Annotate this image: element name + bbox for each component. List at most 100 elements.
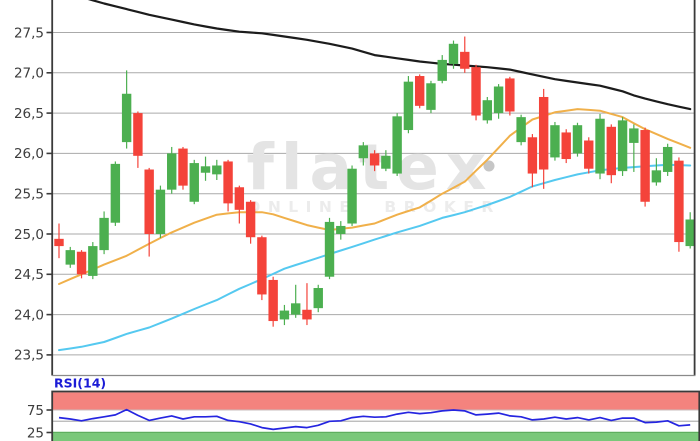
watermark-tagline: ONLINE BROKER [247, 198, 501, 216]
candle-down [674, 157, 684, 252]
candle-down [302, 283, 312, 326]
candle-body [302, 309, 312, 320]
chart-borders [51, 0, 696, 377]
candle-body [358, 145, 369, 159]
candle-body [336, 225, 346, 234]
candle-down [505, 76, 515, 116]
candle-body [392, 116, 402, 174]
candle-body [234, 187, 245, 210]
candle-body [448, 43, 459, 64]
candle-body [223, 161, 233, 204]
candle-down [561, 129, 571, 164]
candle-body [347, 168, 357, 224]
candle-up [550, 121, 560, 161]
candle-body [88, 246, 98, 276]
candle-body [662, 146, 673, 172]
y-axis-label: 24,0 [14, 307, 44, 323]
candle-body [572, 125, 583, 154]
candle-up [685, 212, 695, 249]
candle-up [358, 142, 369, 166]
candle-down [257, 235, 267, 301]
candle-body [527, 137, 538, 174]
candle-up [155, 185, 166, 239]
candle-up [88, 242, 98, 280]
price-axis-labels: 27,5 27,0 26,5 26,0 25,5 25,0 24,5 24,0 23,5 [14, 25, 53, 364]
candle-up [493, 84, 504, 119]
candles [54, 36, 695, 327]
candle-body [133, 113, 143, 156]
candle-up [662, 143, 673, 176]
candle-body [516, 117, 526, 143]
candle-body [629, 128, 639, 143]
candle-body [561, 132, 571, 160]
candle-up [617, 117, 628, 176]
candle-body [381, 155, 391, 169]
candle-body [110, 163, 121, 223]
candle-body [279, 310, 290, 320]
candle-down [178, 146, 188, 190]
candle-down [527, 134, 538, 188]
candle-up [65, 246, 75, 268]
candle-body [324, 221, 335, 277]
candle-down [144, 167, 154, 257]
y-axis-label: 23,5 [14, 348, 44, 364]
candle-body [538, 96, 549, 170]
candle-up [629, 124, 639, 172]
y-axis-label: 25,5 [14, 187, 44, 203]
candle-up [595, 113, 605, 180]
candle-body [155, 189, 166, 234]
candle-up [448, 40, 459, 69]
candle-up [313, 284, 323, 313]
candle-down [584, 137, 594, 174]
candle-up [99, 211, 109, 255]
candle-body [606, 126, 616, 176]
candle-down [223, 159, 233, 212]
candle-body [189, 163, 199, 202]
candle-body [437, 59, 447, 81]
candle-up [392, 113, 402, 176]
candle-up [336, 221, 346, 240]
rsi-panel: RSI(14) 75 25 [27, 376, 700, 441]
candle-down [538, 88, 549, 189]
candle-body [617, 120, 628, 172]
candle-up [110, 161, 121, 226]
candle-body [674, 160, 684, 243]
candle-body [76, 251, 87, 275]
y-axis-label: 26,5 [14, 106, 44, 122]
candle-up [437, 55, 447, 84]
candle-down [245, 200, 256, 244]
candle-down [54, 223, 64, 259]
candle-body [313, 288, 323, 309]
candle-body [121, 93, 132, 143]
y-axis-label: 27,5 [14, 25, 44, 41]
candle-body [584, 140, 594, 169]
ma-cyan-line [58, 163, 692, 352]
y-axis-label: 26,0 [14, 146, 44, 162]
rsi-lower-label: 25 [27, 425, 44, 441]
candle-body [369, 153, 380, 166]
candle-body [99, 217, 109, 251]
ma-orange-line [58, 108, 692, 285]
candle-body [550, 125, 560, 158]
candle-down [234, 185, 245, 224]
candle-up [212, 159, 222, 180]
candle-up [426, 80, 436, 114]
candle-down [460, 36, 470, 73]
candle-up [324, 217, 335, 280]
candle-body [640, 130, 650, 202]
candle-body [414, 76, 425, 106]
candle-body [460, 51, 470, 69]
candle-body [257, 237, 267, 295]
candle-body [178, 148, 188, 186]
candle-body [493, 86, 504, 114]
candle-body [268, 279, 278, 322]
candle-down [414, 74, 425, 109]
candle-up [651, 158, 662, 186]
watermark: flatex ONLINE BROKER [247, 131, 501, 216]
candle-up [381, 150, 391, 172]
candle-down [369, 150, 380, 172]
candle-up [516, 114, 526, 146]
y-axis-label: 24,5 [14, 267, 44, 283]
